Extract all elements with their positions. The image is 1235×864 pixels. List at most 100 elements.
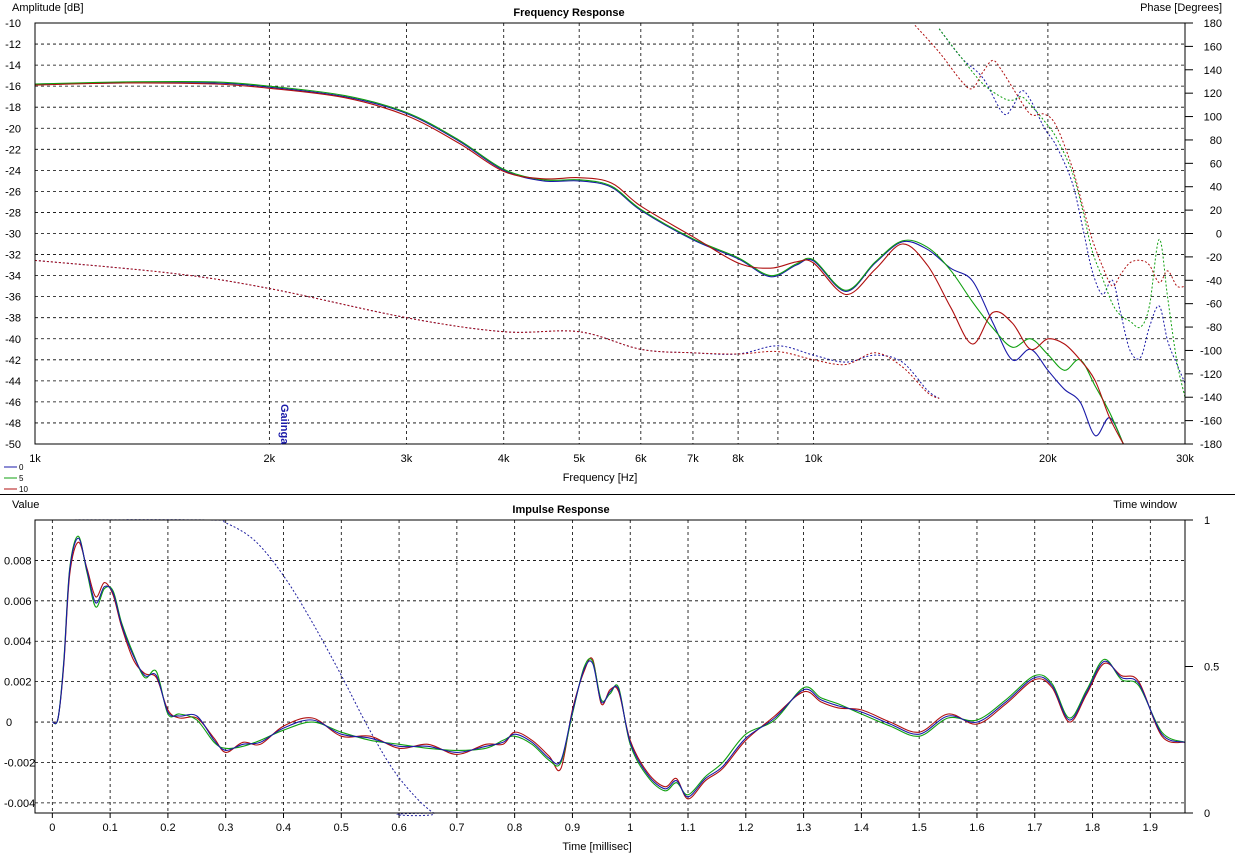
fr-x-tick-label: 2k xyxy=(264,453,276,465)
ir-time-window xyxy=(46,519,1185,817)
fr-x-tick-label: 8k xyxy=(732,453,744,465)
ir-x-tick-label: 1.8 xyxy=(1085,822,1100,834)
fr-series xyxy=(34,24,1186,445)
fr-y2-tick-label: -80 xyxy=(1206,322,1222,334)
ir-x-tick-label: 1.3 xyxy=(796,822,811,834)
fr-y-tick-label: -44 xyxy=(5,376,21,388)
fr-y2-tick-label: -100 xyxy=(1200,345,1222,357)
fr-x-tick-label: 10k xyxy=(805,453,823,465)
ir-grid xyxy=(35,520,1185,813)
ir-x-tick-label: 0.2 xyxy=(160,822,175,834)
frequency-response-chart: Frequency Response Amplitude [dB] Phase … xyxy=(4,2,1222,494)
fr-amplitude-series-5 xyxy=(34,80,1124,445)
ir-x-tick-label: 0.5 xyxy=(334,822,349,834)
ir-plot-frame xyxy=(34,519,1186,814)
fr-y-tick-label: -18 xyxy=(5,102,21,114)
ir-y-tick-label: 0.004 xyxy=(4,636,32,648)
fr-y2-tick-label: -60 xyxy=(1206,299,1222,311)
fr-y2-tick-label: -140 xyxy=(1200,392,1222,404)
ir-y-axis-label: Value xyxy=(12,499,39,511)
fr-amplitude-series-10 xyxy=(34,82,1124,445)
ir-x-tick-label: 1.7 xyxy=(1027,822,1042,834)
fr-x-tick-label: 20k xyxy=(1039,453,1057,465)
ir-x-tick-label: 1.4 xyxy=(854,822,869,834)
fr-y-tick-label: -42 xyxy=(5,355,21,367)
fr-y2-tick-label: 140 xyxy=(1204,65,1222,77)
fr-title: Frequency Response xyxy=(513,7,624,19)
fr-x-tick-label: 7k xyxy=(687,453,699,465)
fr-y-tick-label: -22 xyxy=(5,144,21,156)
fr-y2-tick-label: 40 xyxy=(1210,182,1222,194)
fr-x-tick-label: 1k xyxy=(29,453,41,465)
watermark: Gaiinga xyxy=(278,404,290,445)
ir-y-tick-label: 0 xyxy=(6,717,12,729)
fr-y-tick-label: -10 xyxy=(5,18,21,30)
ir-x-tick-label: 0.3 xyxy=(218,822,233,834)
fr-y2-tick-label: 80 xyxy=(1210,135,1222,147)
fr-y-tick-label: -34 xyxy=(5,271,21,283)
fr-y2-tick-label: 60 xyxy=(1210,158,1222,170)
fr-phase-series-10 xyxy=(914,24,1186,288)
fr-x-tick-label: 30k xyxy=(1176,453,1194,465)
fr-x-tick-label: 3k xyxy=(401,453,413,465)
fr-y-tick-label: -24 xyxy=(5,165,21,177)
ir-x-tick-label: 0.8 xyxy=(507,822,522,834)
ir-y-tick-label: 0.002 xyxy=(4,677,32,689)
ir-y2-tick-label: 0 xyxy=(1204,808,1210,820)
fr-y2-tick-label: -20 xyxy=(1206,252,1222,264)
ir-x-tick-label: 1.2 xyxy=(738,822,753,834)
fr-x-tick-label: 5k xyxy=(573,453,585,465)
fr-y-tick-label: -26 xyxy=(5,186,21,198)
fr-y-tick-label: -36 xyxy=(5,292,21,304)
ir-x-tick-label: 0.6 xyxy=(391,822,406,834)
fr-y-tick-label: -12 xyxy=(5,39,21,51)
ir-x-tick-label: 0.4 xyxy=(276,822,291,834)
ir-y-tick-label: -0.002 xyxy=(4,757,35,769)
fr-y-tick-label: -20 xyxy=(5,123,21,135)
fr-y2-tick-label: 100 xyxy=(1204,112,1222,124)
ir-x-tick-label: 0.1 xyxy=(102,822,117,834)
fr-x-tick-label: 4k xyxy=(498,453,510,465)
fr-legend-label-10: 10 xyxy=(19,485,28,494)
fr-legend-label-0: 0 xyxy=(19,463,24,472)
fr-phase-series-0 xyxy=(34,259,940,399)
fr-x-axis-label: Frequency [Hz] xyxy=(563,472,638,484)
ir-impulse-series-5 xyxy=(51,535,1186,796)
fr-y2-tick-label: 0 xyxy=(1216,229,1222,241)
fr-phase-series-10 xyxy=(34,259,940,399)
fr-y-tick-label: -46 xyxy=(5,397,21,409)
ir-x-tick-label: 0.7 xyxy=(449,822,464,834)
fr-y2-tick-label: 20 xyxy=(1210,205,1222,217)
ir-x-axis-label: Time [millisec] xyxy=(562,841,631,853)
ir-y2-axis-label: Time window xyxy=(1113,499,1177,511)
fr-grid xyxy=(34,22,1186,445)
impulse-response-chart: Impulse Response Value Time window Time … xyxy=(4,499,1219,853)
ir-x-tick-label: 0 xyxy=(49,822,55,834)
fr-y2-tick-label: 180 xyxy=(1204,18,1222,30)
fr-y-tick-label: -32 xyxy=(5,250,21,262)
ir-x-tick-label: 1.6 xyxy=(969,822,984,834)
ir-y-tick-label: 0.006 xyxy=(4,596,32,608)
ir-y2-tick-label: 1 xyxy=(1204,515,1210,527)
fr-y2-tick-label: 120 xyxy=(1204,88,1222,100)
ir-y2-tick-label: 0.5 xyxy=(1204,662,1219,674)
ir-y-tick-label: -0.004 xyxy=(4,798,35,810)
fr-phase-series-5 xyxy=(938,28,1186,398)
ir-y-tick-label: 0.008 xyxy=(4,555,32,567)
fr-y2-tick-label: 160 xyxy=(1204,41,1222,53)
fr-y2-tick-label: -160 xyxy=(1200,416,1222,428)
fr-y-tick-label: -48 xyxy=(5,418,21,430)
fr-y-axis-label: Amplitude [dB] xyxy=(12,2,84,14)
ir-title: Impulse Response xyxy=(512,504,609,516)
ir-x-tick-label: 1.9 xyxy=(1143,822,1158,834)
fr-legend-label-5: 5 xyxy=(19,474,24,483)
fr-x-tick-label: 6k xyxy=(635,453,647,465)
ir-series xyxy=(46,519,1186,817)
ir-x-tick-label: 1.1 xyxy=(680,822,695,834)
fr-amplitude-series-0 xyxy=(34,82,1124,445)
fr-y-tick-label: -16 xyxy=(5,81,21,93)
ir-x-tick-label: 1.5 xyxy=(912,822,927,834)
fr-plot-frame xyxy=(34,22,1186,445)
fr-y-tick-label: -38 xyxy=(5,313,21,325)
